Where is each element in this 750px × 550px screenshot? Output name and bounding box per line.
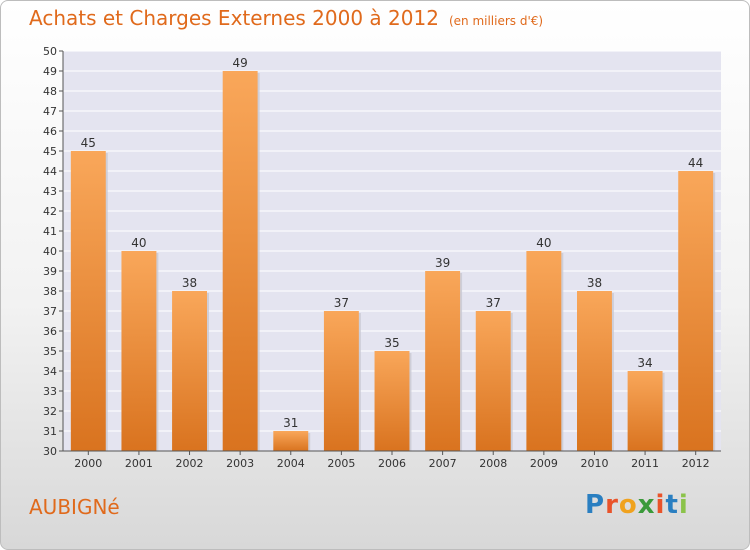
logo-letter: r [605,490,619,520]
data-label-2008: 37 [486,296,501,310]
bar-2005 [323,311,359,451]
y-tick-label: 39 [43,265,57,278]
bar-2000 [70,151,106,451]
x-tick-label: 2010 [580,457,608,470]
logo-letter: t [665,490,679,520]
bar-2006 [374,351,410,451]
data-label-2001: 40 [131,236,146,250]
bar-2012 [678,171,714,451]
x-tick-label: 2008 [479,457,507,470]
y-tick-label: 46 [43,125,57,138]
y-tick-label: 45 [43,145,57,158]
chart-title-text: Achats et Charges Externes 2000 à 2012 [29,6,439,30]
x-tick-label: 2002 [176,457,204,470]
y-tick-label: 43 [43,185,57,198]
y-tick-label: 49 [43,65,57,78]
y-tick-label: 34 [43,365,57,378]
data-label-2007: 39 [435,256,450,270]
bar-2002 [172,291,208,451]
logo-letter: i [655,490,666,520]
x-tick-label: 2003 [226,457,254,470]
data-label-2004: 31 [283,416,298,430]
y-tick-label: 42 [43,205,57,218]
data-label-2011: 34 [637,356,652,370]
x-tick-label: 2005 [327,457,355,470]
x-tick-label: 2011 [631,457,659,470]
y-tick-label: 32 [43,405,57,418]
y-tick-label: 36 [43,325,57,338]
y-tick-label: 31 [43,425,57,438]
y-tick-label: 40 [43,245,57,258]
data-label-2012: 44 [688,156,703,170]
x-tick-label: 2012 [682,457,710,470]
data-label-2006: 35 [384,336,399,350]
bar-2001 [121,251,157,451]
y-tick-label: 47 [43,105,57,118]
y-tick-label: 44 [43,165,57,178]
data-label-2010: 38 [587,276,602,290]
bar-2004 [273,431,309,451]
logo-letter: x [637,490,656,520]
data-label-2003: 49 [233,56,248,70]
y-tick-label: 30 [43,445,57,458]
proxiti-logo: Proxiti [585,490,689,520]
x-tick-label: 2001 [125,457,153,470]
x-tick-label: 2004 [277,457,305,470]
x-tick-label: 2009 [530,457,558,470]
x-tick-label: 2000 [74,457,102,470]
commune-name: AUBIGNé [29,495,120,519]
y-tick-label: 38 [43,285,57,298]
y-tick-label: 35 [43,345,57,358]
y-tick-label: 33 [43,385,57,398]
y-tick-label: 37 [43,305,57,318]
bar-2010 [576,291,612,451]
bar-2008 [475,311,511,451]
x-tick-label: 2007 [429,457,457,470]
bar-2011 [627,371,663,451]
logo-letter: i [678,490,689,520]
chart-title: Achats et Charges Externes 2000 à 2012 (e… [29,6,543,30]
y-tick-label: 50 [43,45,57,58]
bar-2007 [425,271,461,451]
bar-2003 [222,71,258,451]
y-tick-label: 48 [43,85,57,98]
chart-subtitle: (en milliers d'€) [448,14,544,28]
data-label-2009: 40 [536,236,551,250]
bar-2009 [526,251,562,451]
logo-letter: P [585,490,606,520]
data-label-2005: 37 [334,296,349,310]
logo-letter: o [618,490,638,520]
data-label-2002: 38 [182,276,197,290]
y-tick-label: 41 [43,225,57,238]
x-tick-label: 2006 [378,457,406,470]
data-label-2000: 45 [81,136,96,150]
